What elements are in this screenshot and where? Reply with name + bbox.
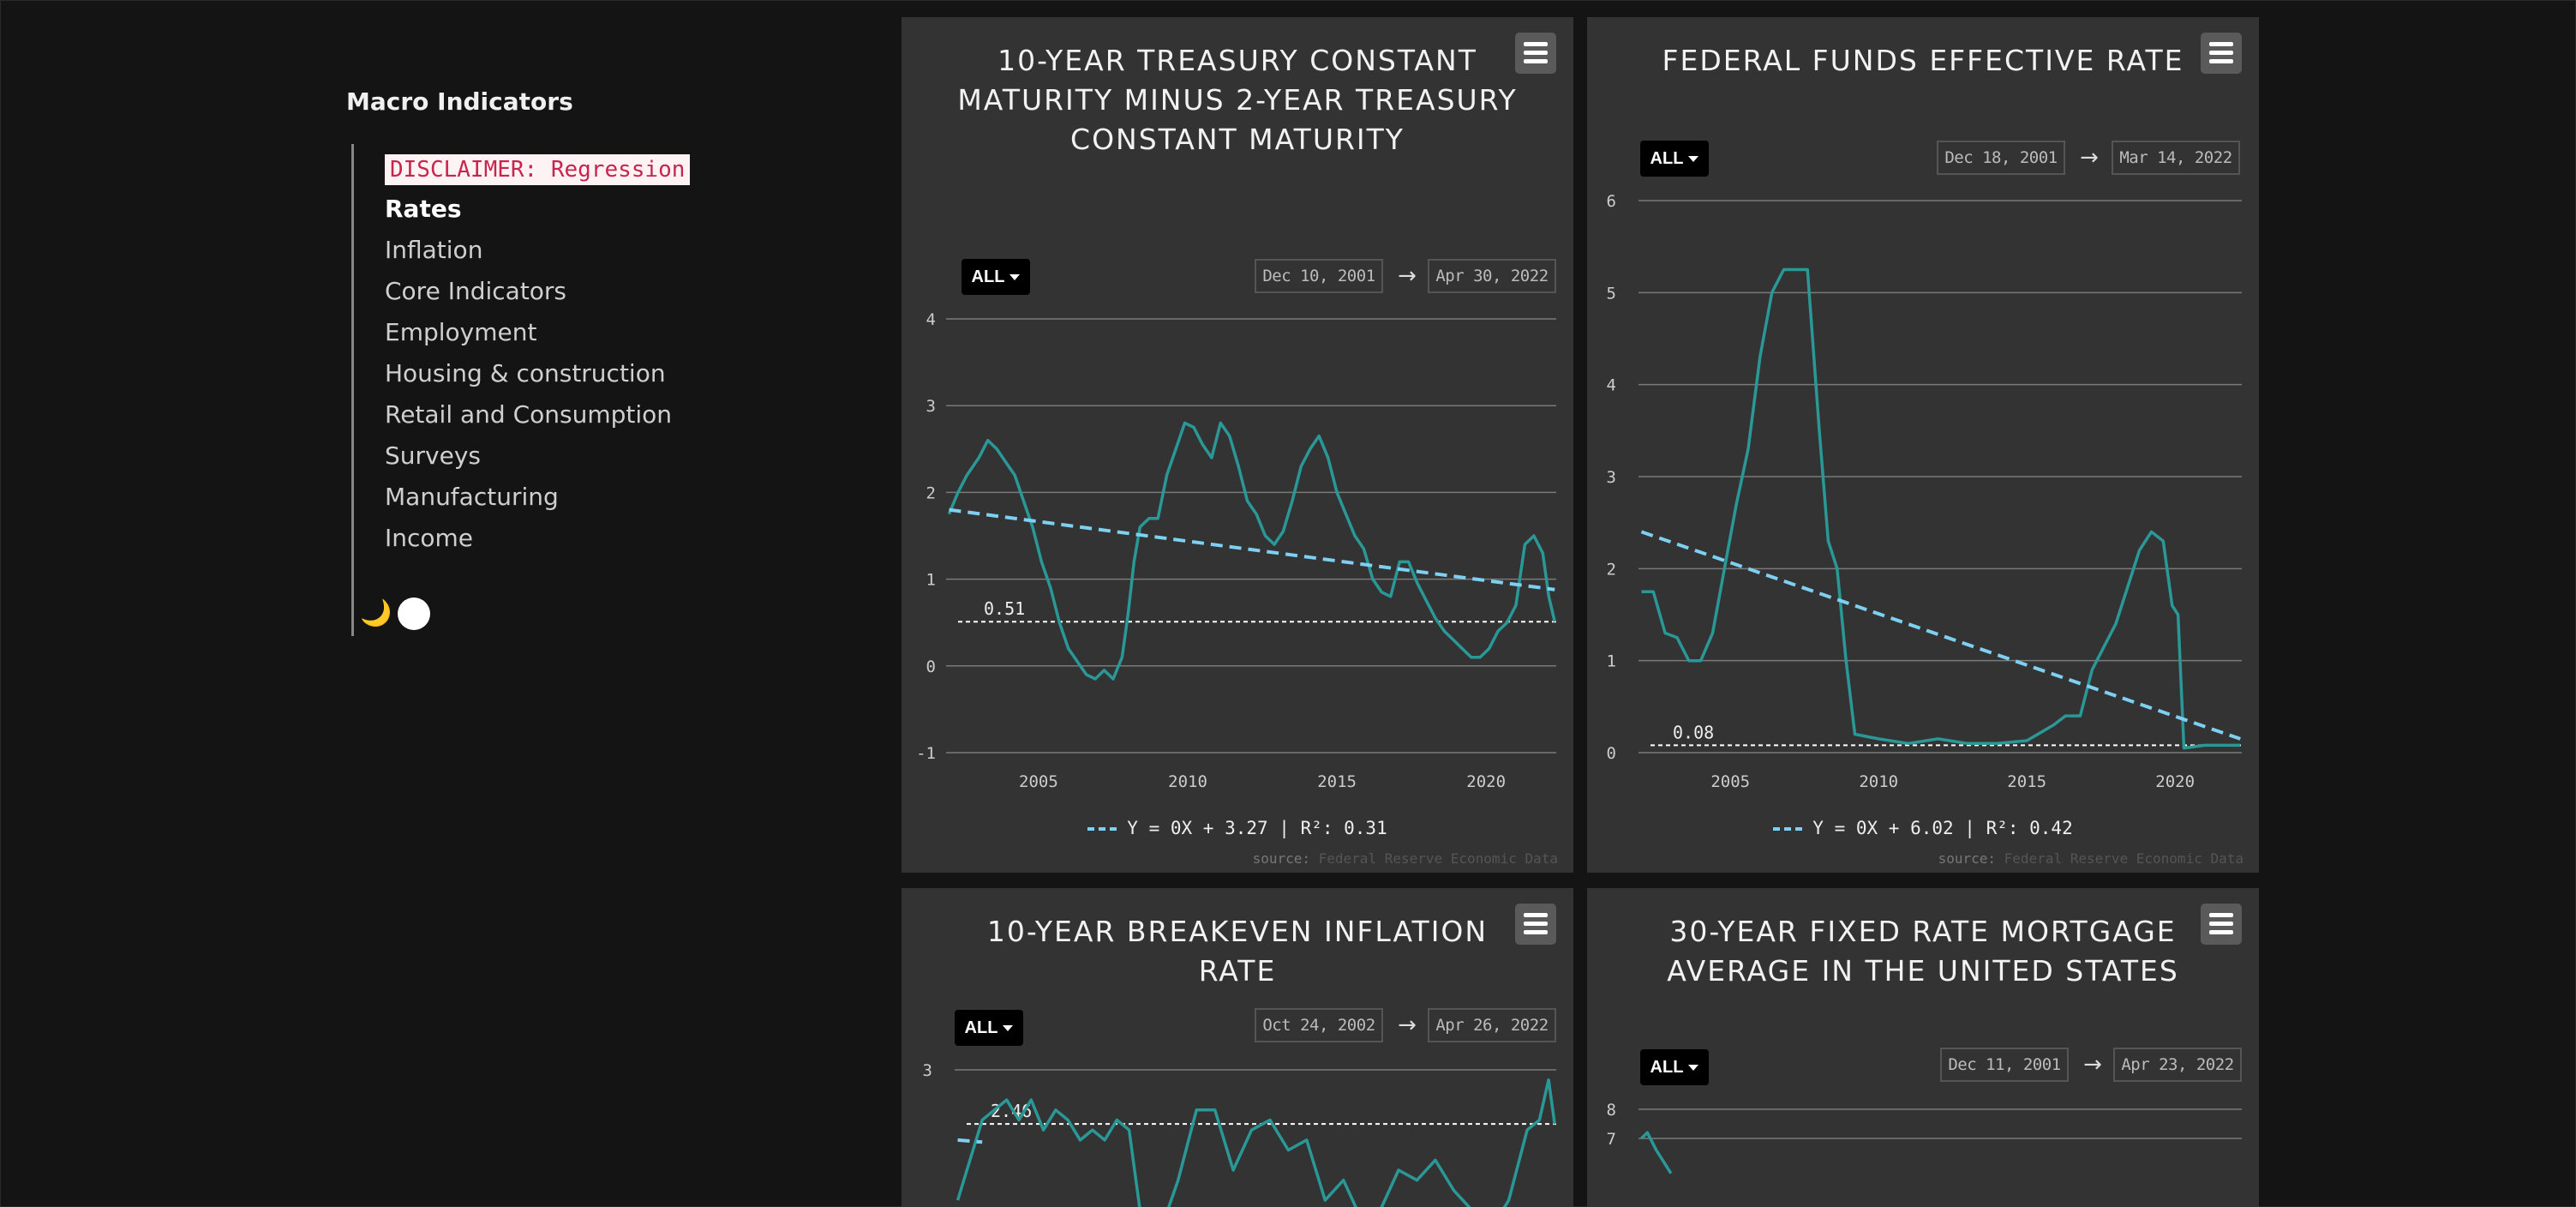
moon-icon: 🌙 — [360, 598, 392, 628]
y-tick-label: 1 — [926, 571, 936, 590]
y-tick-label: 2 — [926, 483, 936, 502]
chart-menu-button[interactable] — [2201, 904, 2242, 945]
series-line — [1641, 267, 2241, 750]
chart-title: 10-Year Breakeven Inflation Rate — [986, 915, 1489, 988]
chart-title: Federal Funds Effective Rate — [1662, 44, 2184, 77]
y-tick-label: 7 — [1607, 1130, 1616, 1149]
y-tick-label: 3 — [926, 397, 936, 416]
regression-line — [1640, 530, 2241, 741]
y-tick-label: 0 — [926, 658, 936, 676]
last-value-label: 0.08 — [1673, 722, 1714, 742]
y-tick-label: 8 — [1607, 1101, 1616, 1120]
chart-plot: 78 — [1607, 1101, 2242, 1174]
sidebar-item-disclaimer[interactable]: DISCLAIMER: Regression — [385, 154, 691, 185]
y-tick-label: 0 — [1607, 744, 1616, 763]
chart-plot: 0 1 2 3 4 5 6 2005 2010 2015 2020 0.08 — [1607, 192, 2242, 791]
trend-swatch — [1773, 827, 1803, 831]
chart-title: 30-Year Fixed Rate Mortgage Average in t… — [1667, 915, 2179, 988]
sidebar-item-income[interactable]: Income — [385, 524, 474, 552]
y-tick-label: 2 — [1607, 560, 1616, 579]
y-tick-label: 5 — [1607, 284, 1616, 303]
caret-down-icon — [1688, 1065, 1699, 1072]
date-to-input[interactable]: Apr 23, 2022 — [2113, 1048, 2242, 1082]
x-tick-label: 2005 — [1019, 772, 1058, 791]
range-dropdown[interactable]: ALL — [1640, 141, 1709, 177]
last-value-label: 0.51 — [984, 598, 1025, 619]
chart-menu-button[interactable] — [2201, 33, 2242, 74]
series-line — [956, 1078, 1556, 1207]
y-tick-label: -1 — [916, 744, 936, 763]
x-tick-label: 2005 — [1710, 772, 1750, 791]
y-tick-label: 1 — [1607, 652, 1616, 671]
x-tick-label: 2010 — [1168, 772, 1207, 791]
sidebar-item-inflation[interactable]: Inflation — [385, 236, 483, 264]
regression-line — [949, 507, 1555, 591]
arrow-icon: → — [1398, 263, 1417, 289]
chart-menu-button[interactable] — [1515, 904, 1556, 945]
regression-line — [957, 1138, 983, 1144]
arrow-icon: → — [2083, 1052, 2102, 1078]
x-tick-label: 2020 — [1466, 772, 1506, 791]
chart-menu-button[interactable] — [1515, 33, 1556, 74]
date-from-input[interactable]: Dec 10, 2001 — [1255, 259, 1383, 293]
date-from-input[interactable]: Dec 11, 2001 — [1940, 1048, 2069, 1082]
chart-plot: -1 0 1 2 3 4 2005 2010 2015 2020 0.51 — [916, 310, 1557, 791]
series-line — [947, 421, 1557, 681]
date-to-input[interactable]: Apr 26, 2022 — [1428, 1008, 1556, 1042]
x-tick-label: 2015 — [2007, 772, 2046, 791]
chart-title: 10-Year Treasury Constant Maturity Minus… — [957, 44, 1518, 156]
y-tick-label: 4 — [1607, 376, 1616, 395]
x-tick-label: 2015 — [1317, 772, 1357, 791]
chart-legend: Y = 0X + 6.02 | R²: 0.42 — [1587, 818, 2259, 838]
range-dropdown[interactable]: ALL — [1640, 1049, 1709, 1085]
sidebar-item-employment[interactable]: Employment — [385, 318, 537, 346]
chart-plot: 32.46 — [923, 1061, 1556, 1207]
series-line — [1640, 1131, 1673, 1174]
y-tick-label: 3 — [1607, 468, 1616, 487]
chart-panel-mortgage: 30-Year Fixed Rate Mortgage Average in t… — [1587, 888, 2259, 1207]
sidebar-item-rates[interactable]: Rates — [385, 195, 462, 223]
arrow-icon: → — [2080, 145, 2099, 171]
trend-swatch — [1087, 827, 1117, 831]
date-to-input[interactable]: Mar 14, 2022 — [2112, 141, 2240, 175]
date-from-input[interactable]: Oct 24, 2002 — [1255, 1008, 1383, 1042]
range-dropdown[interactable]: ALL — [955, 1010, 1023, 1046]
chart-legend: Y = 0X + 3.27 | R²: 0.31 — [902, 818, 1573, 838]
date-to-input[interactable]: Apr 30, 2022 — [1428, 259, 1556, 293]
chart-source: source: Federal Reserve Economic Data — [1938, 850, 2244, 867]
y-tick-label: 4 — [926, 310, 936, 329]
sidebar-item-core-indicators[interactable]: Core Indicators — [385, 277, 567, 305]
y-tick-label: 3 — [923, 1061, 932, 1080]
sidebar-nav: DISCLAIMER: Regression Rates Inflation C… — [351, 144, 697, 636]
sidebar-item-housing[interactable]: Housing & construction — [385, 359, 666, 387]
toggle-knob[interactable] — [398, 597, 430, 630]
sidebar-item-manufacturing[interactable]: Manufacturing — [385, 483, 559, 511]
caret-down-icon — [1003, 1025, 1014, 1032]
chart-panel-fed-funds: Federal Funds Effective Rate ALL Dec 18,… — [1587, 17, 2259, 873]
caret-down-icon — [1688, 156, 1699, 163]
sidebar-item-retail[interactable]: Retail and Consumption — [385, 400, 673, 429]
y-tick-label: 6 — [1607, 192, 1616, 211]
range-dropdown[interactable]: ALL — [962, 259, 1030, 295]
arrow-icon: → — [1398, 1012, 1417, 1038]
x-tick-label: 2010 — [1859, 772, 1898, 791]
chart-source: source: Federal Reserve Economic Data — [1252, 850, 1558, 867]
date-from-input[interactable]: Dec 18, 2001 — [1937, 141, 2065, 175]
sidebar-item-surveys[interactable]: Surveys — [385, 441, 481, 470]
chart-panel-breakeven: 10-Year Breakeven Inflation Rate ALL Oct… — [902, 888, 1573, 1207]
caret-down-icon — [1009, 274, 1021, 281]
x-tick-label: 2020 — [2155, 772, 2195, 791]
sidebar-title: Macro Indicators — [346, 87, 573, 116]
chart-panel-treasury-spread: 10-Year Treasury Constant Maturity Minus… — [902, 17, 1573, 873]
